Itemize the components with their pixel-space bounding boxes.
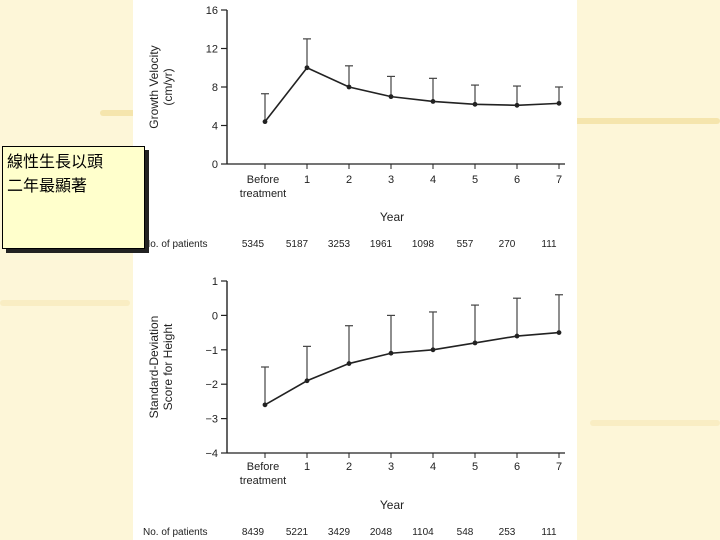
chart2-y-tick-label: −1 — [205, 345, 218, 357]
chart1-patients-count: 1961 — [370, 239, 393, 250]
chart1-data-point — [346, 84, 352, 90]
chart2-patients-count: 1104 — [412, 527, 434, 538]
annotation-note: 線性生長以頭 二年最顯著 — [2, 146, 145, 249]
chart1-data-point — [430, 99, 436, 104]
chart1-data-point — [514, 102, 520, 108]
chart2-data-point — [304, 378, 310, 384]
chart2-patients-count: 8439 — [242, 527, 265, 538]
chart1-y-tick-label: 8 — [212, 82, 218, 94]
chart1-x-tick-label: 7 — [556, 174, 562, 186]
background-streak — [590, 420, 720, 426]
chart1-x-tick-label: 4 — [430, 174, 436, 186]
chart2-x-axis-title: Year — [380, 498, 404, 512]
chart2-patients-count: 3429 — [328, 527, 351, 538]
chart1-x-axis-title: Year — [380, 210, 404, 224]
background-streak — [0, 300, 130, 306]
chart1-x-tick-label: 3 — [388, 174, 394, 186]
background-streak — [560, 118, 720, 124]
chart1-data-point — [472, 101, 478, 107]
chart2-x-tick-label: 7 — [556, 461, 562, 473]
chart1-y-tick-label: 16 — [206, 5, 218, 17]
chart2-data-point — [430, 347, 436, 353]
chart1-patients-label: No. of patients — [143, 239, 207, 250]
chart1-patients-count: 270 — [499, 239, 516, 250]
chart2-series-line — [264, 331, 560, 406]
chart2-patients-count: 111 — [541, 527, 557, 538]
chart-image: 0 4 8 12 16 Before treatment 1 2 3 4 5 6 7 Growth Velo… — [133, 0, 577, 540]
chart2-data-point — [388, 350, 394, 356]
chart1-y-tick-label: 0 — [212, 159, 218, 171]
chart1-data-point — [556, 100, 562, 106]
chart1-y-tick-label: 12 — [206, 44, 218, 56]
chart2-patients-label: No. of patients — [143, 527, 207, 538]
chart2-x-tick-label: 2 — [346, 461, 352, 473]
chart1-y-axis-title: Growth Velocity(cm/yr) — [147, 45, 175, 128]
chart2-data-point — [556, 330, 562, 335]
chart2-y-tick-label: 1 — [212, 276, 218, 288]
chart2-x-tick-label: 6 — [514, 461, 520, 473]
chart2-y-tick-label: −2 — [205, 379, 218, 391]
chart2-patients-count: 5221 — [286, 527, 309, 538]
chart1-data-point — [262, 119, 268, 125]
chart1-y-tick-label: 4 — [212, 121, 218, 133]
chart1-x-tick-label: 5 — [472, 174, 478, 186]
note-line-2: 二年最顯著 — [7, 176, 88, 195]
chart2-data-point — [346, 361, 352, 366]
chart1-x-tick-label: 1 — [304, 174, 310, 186]
chart1-patients-count: 557 — [457, 239, 474, 250]
chart2-patients-count: 548 — [457, 527, 474, 538]
chart2-y-axis-title: Standard-DeviationScore for Height — [147, 316, 175, 419]
chart1-patients-count: 5345 — [242, 239, 265, 250]
chart2-x-tick-label: 5 — [472, 461, 478, 473]
chart1-series-line — [264, 66, 560, 123]
chart2-x-tick-label: 4 — [430, 461, 436, 473]
chart2-x-tick-label: 1 — [304, 461, 310, 473]
chart1-patients-count: 1098 — [412, 239, 435, 250]
chart2-data-point — [514, 333, 520, 339]
chart2-y-tick-label: −3 — [205, 414, 218, 426]
chart2-patients-count: 2048 — [370, 527, 393, 538]
chart2-patients-count: 253 — [499, 527, 516, 538]
chart1-patients-count: 5187 — [286, 239, 309, 250]
chart1-x-tick-label: Before treatment — [240, 174, 286, 200]
chart1-data-point — [388, 94, 394, 100]
chart1-x-tick-label: 2 — [346, 174, 352, 186]
chart2-y-tick-label: −4 — [205, 448, 218, 460]
chart1-x-tick-label: 6 — [514, 174, 520, 186]
chart1-patients-count: 111 — [541, 239, 557, 250]
chart2-y-tick-label: 0 — [212, 310, 218, 322]
chart1-patients-count: 3253 — [328, 239, 351, 250]
note-line-1: 線性生長以頭 — [7, 152, 104, 171]
chart2-x-tick-label: Before treatment — [240, 461, 286, 487]
chart2-x-tick-label: 3 — [388, 461, 394, 473]
chart1-data-point — [304, 65, 310, 71]
chart2-data-point — [472, 340, 478, 346]
chart2-data-point — [262, 402, 268, 408]
